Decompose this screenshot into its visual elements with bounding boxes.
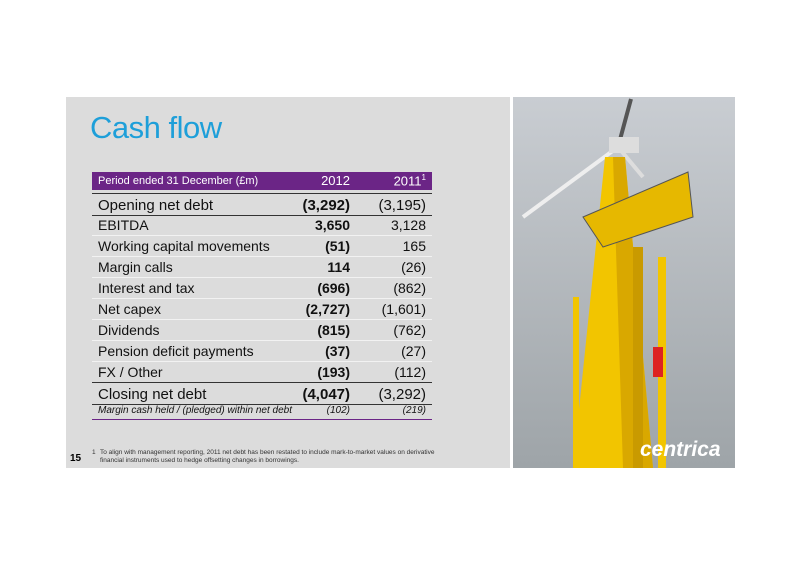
table-cell: (762) [393, 322, 426, 338]
table-cell: Closing net debt [98, 386, 207, 403]
table-row: Pension deficit payments (37) (27) [92, 340, 432, 362]
table-cell: 165 [402, 238, 426, 254]
table-cell: Working capital movements [98, 238, 270, 254]
photo [513, 97, 735, 468]
table-cell: 114 [327, 259, 350, 275]
table-cell: (862) [393, 280, 426, 296]
table-cell: (37) [325, 343, 350, 359]
table-cell: (193) [317, 364, 350, 380]
table-cell: (51) [325, 238, 350, 254]
table-cell: (815) [317, 322, 350, 338]
page-number: 15 [70, 453, 82, 464]
table-cell: Dividends [98, 322, 160, 338]
table-cell: EBITDA [98, 217, 149, 233]
table-cell: (26) [401, 259, 426, 275]
table-row: Opening net debt (3,292) (3,195) [92, 193, 432, 216]
table-cell: (3,292) [302, 197, 350, 214]
table-cell: (2,727) [305, 301, 350, 317]
table-cell: FX / Other [98, 364, 163, 380]
table-row: Interest and tax (696) (862) [92, 277, 432, 299]
footnote-marker: 1 [92, 449, 96, 456]
table-cell: Interest and tax [98, 280, 195, 296]
table-cell: (696) [317, 280, 350, 296]
table-cell: (3,195) [378, 197, 426, 214]
header-cell: 2012 [321, 173, 350, 188]
table-cell: (4,047) [302, 386, 350, 403]
header-cell: 20111 [393, 173, 426, 189]
table-row: FX / Other (193) (112) [92, 361, 432, 383]
table-cell: (27) [401, 343, 426, 359]
table-cell: Pension deficit payments [98, 343, 254, 359]
table-cell: Net capex [98, 301, 162, 317]
panel [66, 97, 510, 468]
brand-logo: centrica [640, 438, 721, 461]
table-cell: (219) [402, 405, 426, 416]
table-row: EBITDA 3,650 3,128 [92, 214, 432, 236]
table-cell: Margin cash held / (pledged) within net … [98, 405, 293, 416]
table-cell: (1,601) [381, 301, 426, 317]
footnote: 1 To align with management reporting, 201… [92, 449, 452, 465]
table-cell: 3,650 [314, 217, 350, 233]
footnote-text: To align with management reporting, 2011… [100, 449, 435, 464]
table-cell: (3,292) [378, 386, 426, 403]
table-cell: Margin calls [98, 259, 173, 275]
table-cell: (112) [394, 364, 426, 380]
table-cell: Opening net debt [98, 197, 214, 214]
header-cell: Period ended 31 December (£m) [98, 175, 259, 187]
table-header: Period ended 31 December (£m) 2012 20111 [92, 172, 432, 190]
title: Cash flow [90, 110, 222, 145]
table-cell: (102) [326, 405, 350, 416]
table-row: Net capex (2,727) (1,601) [92, 298, 432, 320]
table-row: Working capital movements (51) 165 [92, 235, 432, 257]
table-row: Closing net debt (4,047) (3,292) [92, 382, 432, 405]
table-row: Dividends (815) (762) [92, 319, 432, 341]
table-row: Margin calls 114 (26) [92, 256, 432, 278]
table-row: Margin cash held / (pledged) within net … [92, 403, 432, 420]
header-note: 1 [421, 173, 426, 182]
table-cell: 3,128 [390, 217, 426, 233]
